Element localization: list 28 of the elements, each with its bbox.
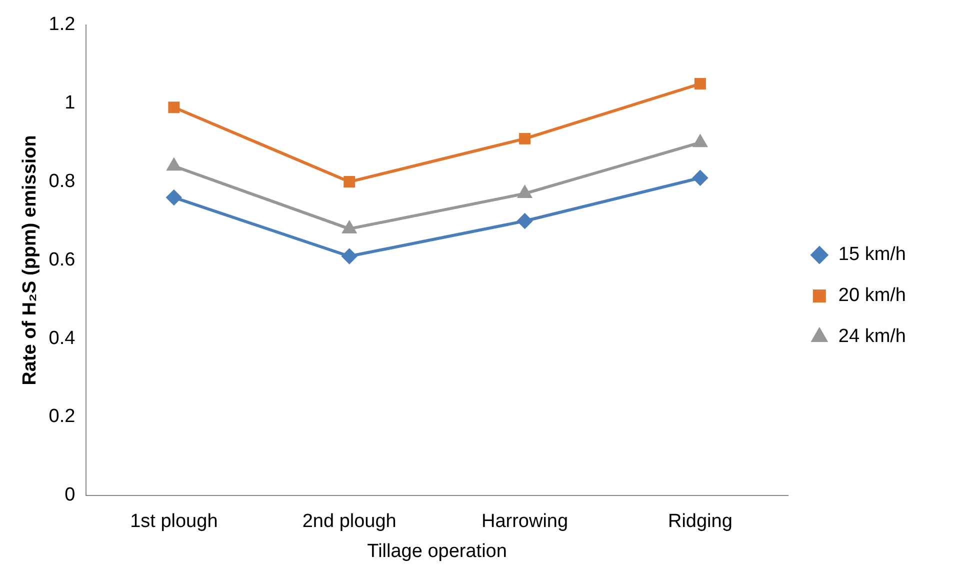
point [517,214,532,228]
legend-label: 15 km/h [838,244,906,266]
point [168,102,180,114]
x-tick-label: 2nd plough [302,511,396,532]
point [518,186,532,198]
point [692,170,708,186]
y-tick-label: 0.4 [48,328,76,349]
legend-label: 24 km/h [838,326,906,348]
x-tick-label: 1st plough [130,511,218,532]
point [344,176,356,188]
point [342,248,357,264]
point [694,78,706,90]
y-tick-label: 1 [64,92,76,114]
point [519,132,531,144]
y-tick-label: 0.2 [48,406,76,428]
y-tick-label: 1.2 [48,14,76,36]
point [166,190,182,205]
x-tick-label: Harrowing [481,511,568,532]
x-axis-title: Tillage operation [367,540,507,562]
point [694,135,707,148]
point [167,158,181,171]
point [342,221,356,234]
legend-label: 20 km/h [838,285,906,306]
y-tick-label: 0.6 [48,249,76,270]
y-tick-label: 0.8 [48,171,76,192]
y-tick-label: 0 [64,484,76,506]
y-axis-title: Rate of H₂S (ppm) emission [20,135,41,386]
x-tick-label: Ridging [668,511,732,532]
